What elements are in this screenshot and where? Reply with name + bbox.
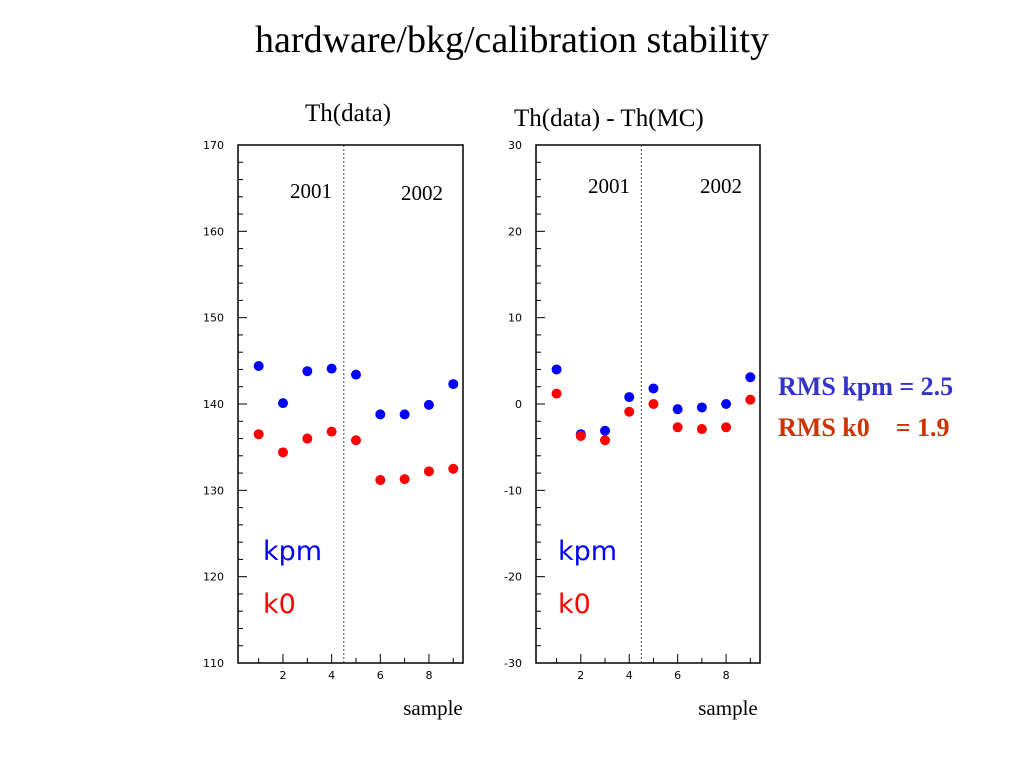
chart2-x-tick-label: 2 — [577, 669, 584, 682]
chart2-k0-point — [551, 388, 562, 399]
chart2-k0-point — [721, 422, 732, 433]
chart2-k0-point — [745, 394, 756, 405]
chart1-y-tick-label: 110 — [203, 657, 224, 670]
chart1-y-tick-label: 130 — [203, 484, 224, 497]
chart2-y-tick-label: 10 — [508, 312, 522, 325]
chart1-x-axis-label: sample — [403, 696, 462, 720]
chart1-kpm-point — [399, 409, 410, 420]
chart1-year-label-2001: 2001 — [290, 179, 332, 203]
chart2-x-tick-label: 6 — [674, 669, 681, 682]
chart1-kpm-point — [375, 409, 386, 420]
chart2-y-tick-label: 30 — [508, 139, 522, 152]
chart2-kpm-point — [648, 383, 659, 394]
chart1-legend-kpm: kpm — [263, 536, 322, 567]
chart2-x-tick-label: 4 — [626, 669, 633, 682]
chart2-y-tick-label: 20 — [508, 225, 522, 238]
rms-k0-annotation: RMS k0 = 1.9 — [778, 413, 950, 442]
chart2-y-tick-label: 0 — [515, 398, 522, 411]
chart1-kpm-point — [278, 398, 288, 409]
chart1-y-tick-label: 140 — [203, 398, 224, 411]
chart2-kpm-point — [551, 364, 562, 375]
chart1-k0-point — [448, 463, 459, 474]
chart1-y-tick-label: 160 — [203, 225, 224, 238]
slide-title: hardware/bkg/calibration stability — [255, 19, 769, 61]
rms-kpm-annotation: RMS kpm = 2.5 — [778, 372, 954, 401]
left-panel-title: Th(data) — [305, 100, 392, 127]
chart1-x-tick-label: 4 — [328, 669, 335, 682]
chart1-k0-point — [375, 474, 386, 485]
chart2-k0-point — [648, 399, 659, 409]
chart1-kpm-point — [423, 399, 434, 410]
chart1-kpm-point — [253, 361, 264, 372]
chart1-k0-point — [399, 474, 410, 485]
chart2-k0-point — [575, 430, 586, 441]
chart1-x-tick-label: 6 — [377, 669, 384, 682]
chart1-x-tick-label: 8 — [425, 669, 432, 682]
chart1-kpm-point — [302, 366, 313, 377]
chart1-year-label-2002: 2002 — [401, 181, 443, 205]
chart2-y-tick-label: -20 — [504, 571, 522, 584]
chart1-y-tick-label: 150 — [203, 312, 224, 325]
chart2-kpm-point — [696, 402, 707, 413]
chart1-y-tick-label: 170 — [203, 139, 224, 152]
chart1-k0-point — [302, 433, 313, 444]
chart2-legend-kpm: kpm — [558, 536, 617, 567]
chart2-k0-point — [624, 406, 635, 417]
chart1-kpm-point — [326, 363, 337, 374]
chart1-legend-k0: k0 — [263, 589, 296, 620]
chart2-y-tick-label: -30 — [504, 657, 522, 670]
chart2-kpm-point — [672, 404, 683, 415]
chart2-k0-point — [600, 435, 611, 446]
chart1-k0-point — [423, 466, 434, 477]
chart1-y-tick-label: 120 — [203, 571, 224, 584]
chart2-year-label-2001: 2001 — [588, 174, 630, 198]
chart1-k0-point — [253, 429, 264, 440]
chart2-k0-point — [696, 424, 707, 435]
chart2-y-tick-label: -10 — [504, 484, 522, 497]
chart1-kpm-point — [350, 369, 361, 380]
chart1-kpm-point — [448, 379, 459, 390]
chart2-kpm-point — [721, 399, 732, 409]
chart1-x-tick-label: 2 — [280, 669, 287, 682]
chart2-kpm-point — [624, 392, 635, 403]
chart2-legend-k0: k0 — [558, 589, 591, 620]
chart2-x-tick-label: 8 — [723, 669, 730, 682]
chart2-kpm-point — [600, 425, 611, 436]
right-panel-title: Th(data) - Th(MC) — [514, 105, 704, 132]
chart1-k0-point — [278, 447, 288, 458]
chart1-k0-point — [326, 426, 337, 437]
chart2-year-label-2002: 2002 — [700, 174, 742, 198]
chart1-k0-point — [350, 435, 361, 446]
chart2-k0-point — [672, 422, 683, 433]
chart2-kpm-point — [745, 372, 756, 383]
chart2-x-axis-label: sample — [698, 696, 757, 720]
